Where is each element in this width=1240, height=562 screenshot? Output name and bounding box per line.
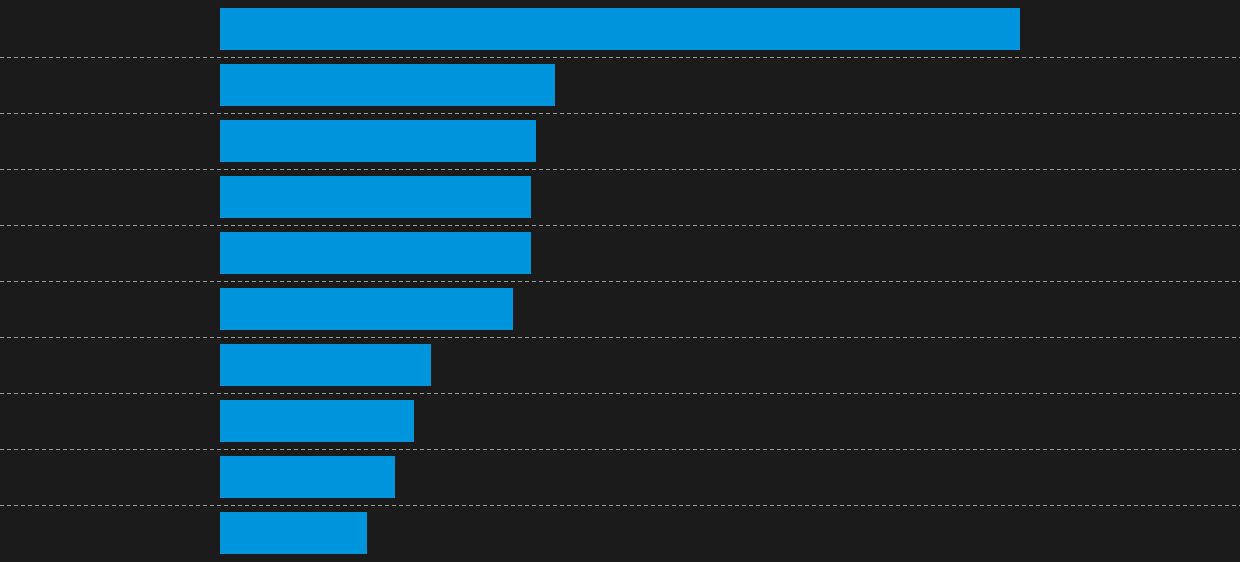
bar <box>220 344 431 386</box>
bar <box>220 120 536 162</box>
bar <box>220 8 1020 50</box>
bar <box>220 288 513 330</box>
bar <box>220 400 414 442</box>
bar <box>220 512 367 554</box>
bar <box>220 456 395 498</box>
bar <box>220 232 531 274</box>
bar <box>220 176 531 218</box>
bar <box>220 64 555 106</box>
